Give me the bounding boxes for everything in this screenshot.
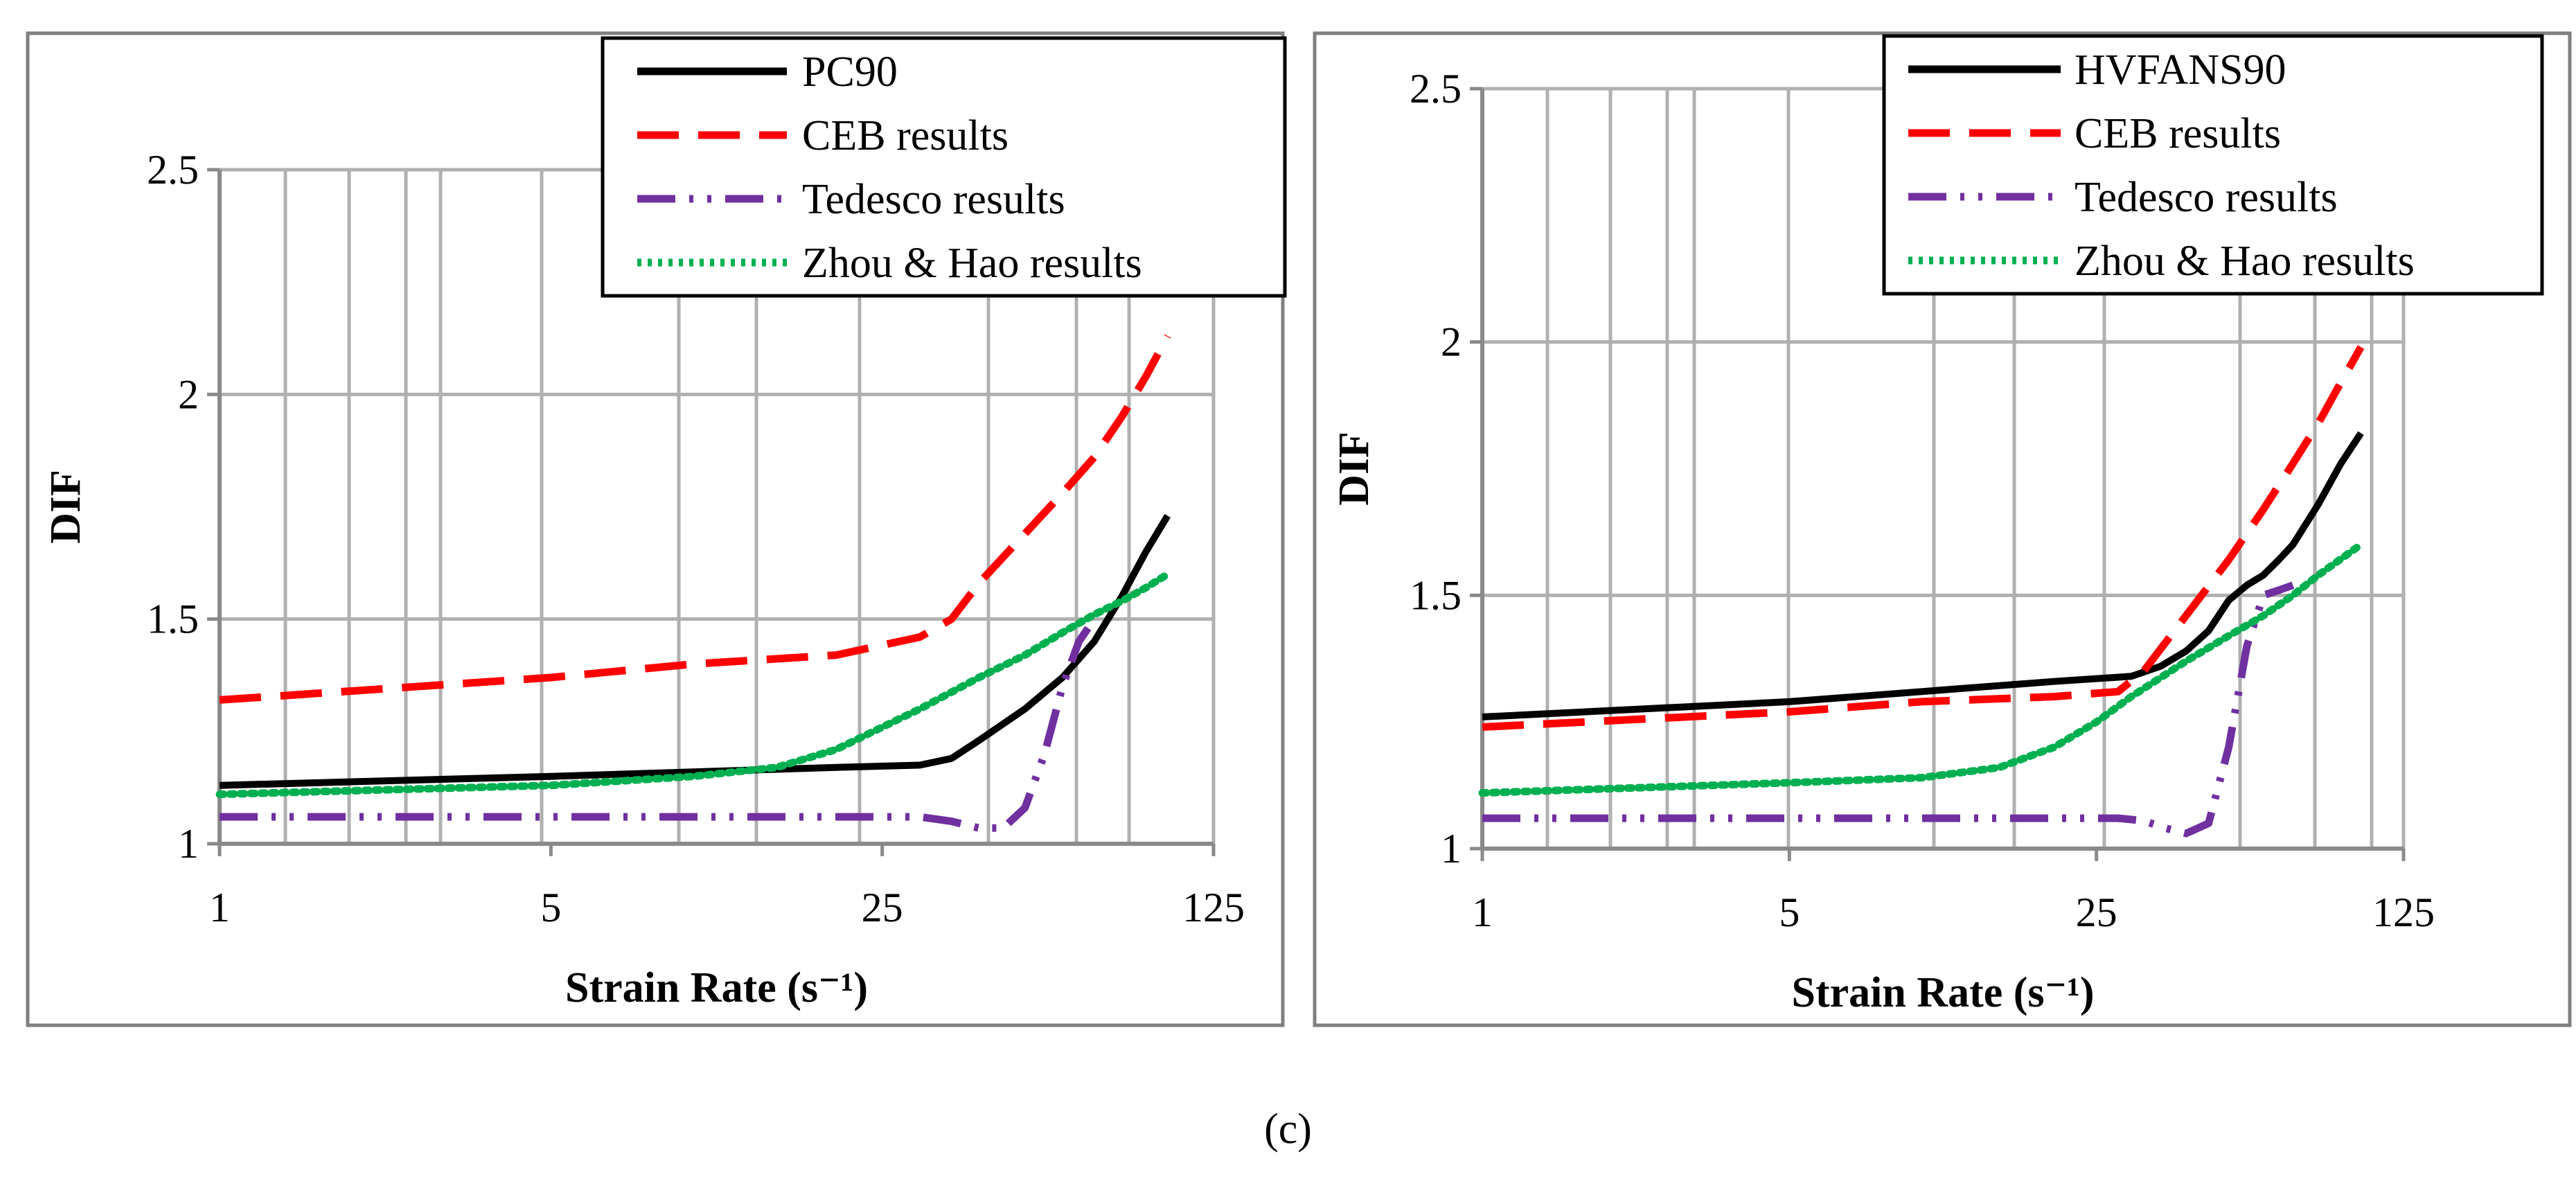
figure-caption: (c) [1264, 1106, 1312, 1153]
y-tick-label: 1 [1441, 826, 1462, 871]
series-line-zhou-hao-results-left [215, 570, 1172, 799]
chart-left-svg: 1 1.5 2 2.5 1 5 25 125 Strain Rate (s⁻¹) DIF PC90 C… [26, 31, 1287, 1027]
y-tick-label: 2 [178, 371, 199, 417]
legend-left: PC90 CEB results Tedesco results Zhou & Hao… [601, 36, 1287, 298]
series-line-ceb-results-right [1482, 345, 2365, 731]
y-axis-title-right: DIF [1331, 432, 1378, 506]
x-tick-label: 25 [862, 885, 903, 930]
y-tick-label: 1.5 [1410, 572, 1462, 618]
y-tick-label: 1 [178, 821, 199, 867]
x-tick-label: 1 [1472, 890, 1493, 935]
legend-label: CEB results [802, 112, 1009, 159]
y-tick-label: 2.5 [147, 147, 199, 193]
legend-label: Zhou & Hao results [2075, 238, 2415, 285]
y-tick-label: 1.5 [147, 596, 199, 642]
chart-panel-right: 1 1.5 2 2.5 1 5 25 125 Strain Rate (s⁻¹) DIF HVFAN… [1313, 31, 2572, 1027]
chart-frame-right [1313, 31, 2572, 1027]
y-axis-title-left: DIF [42, 470, 89, 544]
series-line-tedesco-results-left [220, 617, 1098, 832]
series-line-tedesco-results-right [1482, 581, 2295, 838]
legend-right: HVFANS90 CEB results Tedesco results Zhou &… [1882, 34, 2544, 296]
chart-right-svg: 1 1.5 2 2.5 1 5 25 125 Strain Rate (s⁻¹) DIF HVFAN… [1313, 31, 2572, 1027]
x-axis-title-left: Strain Rate (s⁻¹) [565, 964, 868, 1011]
legend-box [1882, 34, 2544, 296]
series-line-zhou-hao-results-right [1478, 540, 2365, 797]
legend-label: HVFANS90 [2075, 46, 2286, 94]
legend-label: Tedesco results [2075, 174, 2338, 221]
series-line-hvfans90-right [1482, 431, 2364, 720]
x-tick-label: 1 [209, 885, 230, 930]
series-line-ceb-results-left [219, 334, 1171, 704]
x-tick-label: 125 [2372, 890, 2435, 935]
y-tick-label: 2.5 [1410, 66, 1462, 112]
legend-label: Zhou & Hao results [802, 240, 1142, 287]
x-tick-label: 5 [1779, 890, 1800, 935]
chart-panel-left: 1 1.5 2 2.5 1 5 25 125 Strain Rate (s⁻¹) DIF PC90 C… [0, 0, 1320, 1036]
x-tick-label: 5 [540, 885, 561, 930]
series-line-pc90-left [219, 513, 1171, 789]
x-tick-label: 25 [2076, 890, 2117, 935]
x-axis-title-right: Strain Rate (s⁻¹) [1791, 969, 2094, 1016]
x-tick-label: 125 [1182, 885, 1245, 930]
legend-label: Tedesco results [802, 176, 1065, 223]
legend-box [601, 36, 1287, 298]
legend-label: CEB results [2075, 110, 2281, 157]
chart-frame-left [26, 31, 1285, 1027]
legend-label: PC90 [802, 48, 898, 96]
y-tick-label: 2 [1441, 319, 1462, 365]
